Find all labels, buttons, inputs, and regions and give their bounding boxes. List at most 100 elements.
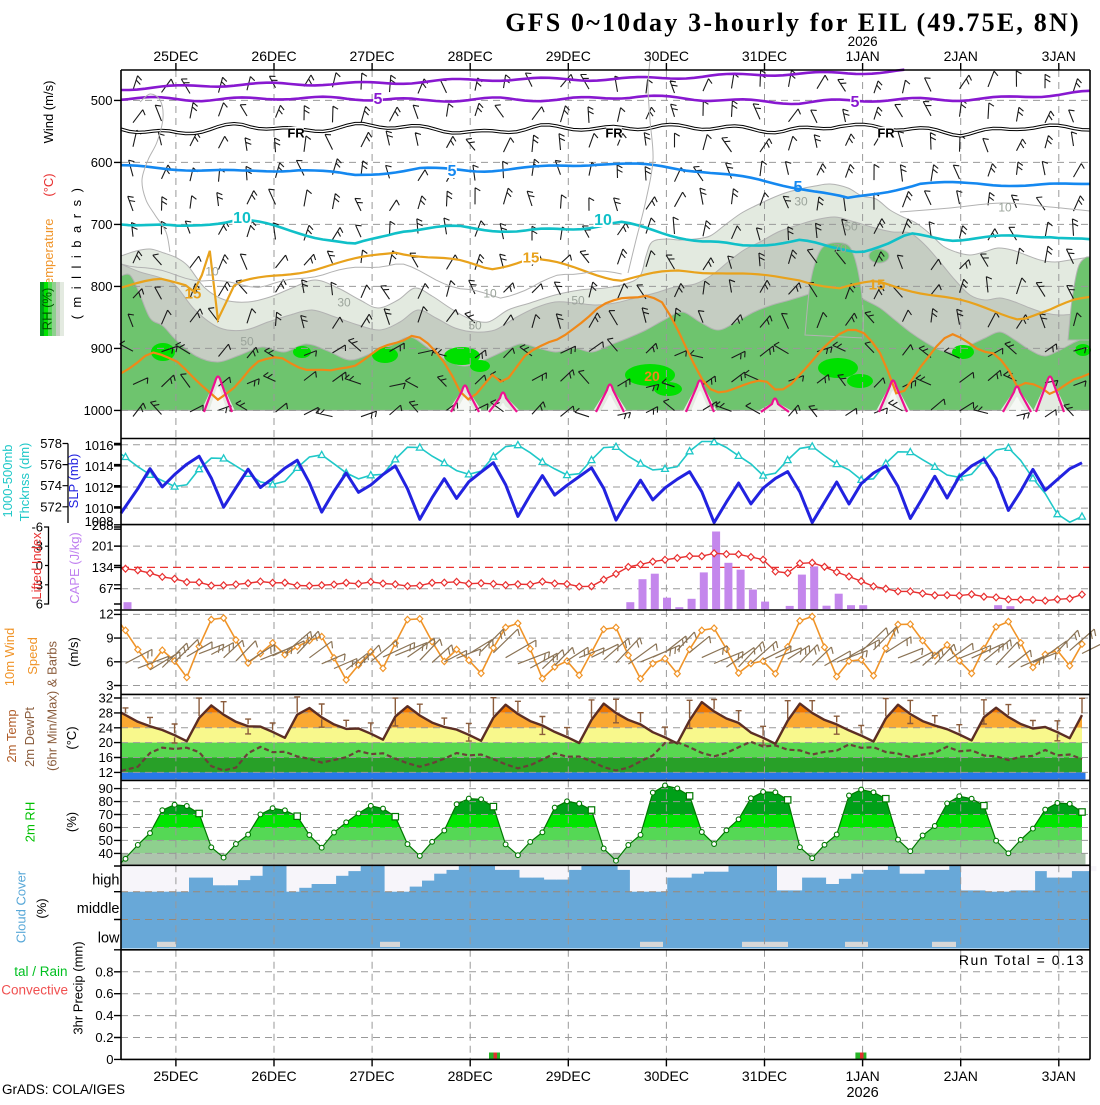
svg-text:-3: -3 xyxy=(31,539,43,554)
svg-text:26DEC: 26DEC xyxy=(251,48,296,64)
svg-text:500: 500 xyxy=(91,93,113,108)
svg-text:15: 15 xyxy=(185,285,202,302)
svg-text:Lifted Index: Lifted Index xyxy=(29,532,44,600)
svg-text:Speed: Speed xyxy=(25,637,40,675)
svg-text:1014: 1014 xyxy=(85,459,114,474)
svg-text:1000-500mb: 1000-500mb xyxy=(0,445,15,518)
svg-text:(millibars): (millibars) xyxy=(69,181,84,320)
svg-text:12: 12 xyxy=(99,765,113,780)
svg-text:134: 134 xyxy=(92,560,114,575)
svg-text:30: 30 xyxy=(794,194,808,208)
svg-text:700: 700 xyxy=(91,217,113,232)
svg-text:Cloud Cover: Cloud Cover xyxy=(14,870,29,943)
svg-text:3JAN: 3JAN xyxy=(1042,1068,1076,1084)
svg-text:50: 50 xyxy=(844,219,858,233)
svg-text:90: 90 xyxy=(99,781,113,796)
svg-text:FR: FR xyxy=(287,126,305,141)
svg-text:(°C): (°C) xyxy=(64,726,79,749)
svg-text:29DEC: 29DEC xyxy=(546,1068,591,1084)
svg-text:1JAN: 1JAN xyxy=(845,48,879,64)
svg-text:1010: 1010 xyxy=(85,501,114,516)
svg-text:30DEC: 30DEC xyxy=(644,1068,689,1084)
svg-text:29DEC: 29DEC xyxy=(546,48,591,64)
svg-text:Temperature: Temperature xyxy=(41,219,56,292)
svg-text:28DEC: 28DEC xyxy=(448,48,493,64)
svg-text:1008: 1008 xyxy=(85,514,114,529)
svg-text:1JAN: 1JAN xyxy=(845,1068,879,1084)
svg-text:6: 6 xyxy=(106,654,113,669)
svg-text:3hr Precip (mm): 3hr Precip (mm) xyxy=(71,941,86,1034)
svg-text:30DEC: 30DEC xyxy=(644,48,689,64)
svg-text:0.2: 0.2 xyxy=(95,1030,113,1045)
svg-text:2026: 2026 xyxy=(846,1085,878,1100)
svg-text:31DEC: 31DEC xyxy=(742,48,787,64)
svg-text:0: 0 xyxy=(106,1052,113,1067)
svg-text:5: 5 xyxy=(448,163,457,180)
svg-text:tal / Rain: tal / Rain xyxy=(14,964,67,979)
svg-text:5: 5 xyxy=(851,94,860,111)
svg-text:3JAN: 3JAN xyxy=(1042,48,1076,64)
svg-text:5: 5 xyxy=(374,91,383,108)
svg-text:26DEC: 26DEC xyxy=(251,1068,296,1084)
svg-text:(6hr Min/Max) & Barbs: (6hr Min/Max) & Barbs xyxy=(45,640,60,771)
svg-text:FR: FR xyxy=(605,126,623,141)
svg-text:0.8: 0.8 xyxy=(95,964,113,979)
svg-text:-6: -6 xyxy=(31,520,43,535)
svg-text:32: 32 xyxy=(99,691,113,706)
svg-text:25DEC: 25DEC xyxy=(153,48,198,64)
svg-text:80: 80 xyxy=(99,794,113,809)
svg-text:Convective: Convective xyxy=(1,983,68,998)
svg-text:10: 10 xyxy=(233,210,251,227)
svg-text:2m DewPt: 2m DewPt xyxy=(22,707,37,767)
svg-text:24: 24 xyxy=(99,720,113,735)
svg-text:10: 10 xyxy=(483,286,497,300)
svg-text:25DEC: 25DEC xyxy=(153,1068,198,1084)
svg-text:0.4: 0.4 xyxy=(95,1008,113,1023)
svg-text:70: 70 xyxy=(99,807,113,822)
svg-text:50: 50 xyxy=(99,833,113,848)
svg-text:50: 50 xyxy=(571,293,585,307)
svg-text:2026: 2026 xyxy=(848,34,878,49)
svg-text:70: 70 xyxy=(833,241,847,255)
svg-text:middle: middle xyxy=(77,901,120,917)
svg-text:1012: 1012 xyxy=(85,480,114,495)
svg-text:20: 20 xyxy=(99,735,113,750)
svg-text:low: low xyxy=(98,931,120,947)
svg-text:27DEC: 27DEC xyxy=(350,48,395,64)
svg-text:900: 900 xyxy=(91,341,113,356)
svg-text:3: 3 xyxy=(36,577,43,592)
svg-text:600: 600 xyxy=(91,155,113,170)
svg-text:31DEC: 31DEC xyxy=(742,1068,787,1084)
svg-text:Thcknss (dm): Thcknss (dm) xyxy=(17,443,32,522)
svg-text:578: 578 xyxy=(40,436,62,451)
svg-text:1016: 1016 xyxy=(85,438,114,453)
svg-text:28: 28 xyxy=(99,705,113,720)
svg-text:6: 6 xyxy=(36,597,43,612)
svg-text:2JAN: 2JAN xyxy=(944,1068,978,1084)
svg-text:2m RH: 2m RH xyxy=(23,802,38,842)
svg-text:Run Total = 0.13: Run Total = 0.13 xyxy=(959,952,1085,968)
svg-text:10: 10 xyxy=(594,212,612,229)
svg-text:40: 40 xyxy=(99,846,113,861)
svg-text:0: 0 xyxy=(36,558,43,573)
svg-text:16: 16 xyxy=(99,750,113,765)
svg-text:10: 10 xyxy=(998,200,1012,214)
svg-text:(%): (%) xyxy=(64,812,79,832)
svg-text:28DEC: 28DEC xyxy=(448,1068,493,1084)
svg-text:RH (%): RH (%) xyxy=(40,288,55,331)
svg-text:FR: FR xyxy=(877,126,895,141)
svg-text:CAPE (J/kg): CAPE (J/kg) xyxy=(67,532,82,604)
svg-text:GFS 0~10day 3-hourly for EIL (: GFS 0~10day 3-hourly for EIL (49.75E, 8N… xyxy=(505,8,1081,37)
svg-text:10m Wind: 10m Wind xyxy=(2,628,17,687)
svg-text:0.6: 0.6 xyxy=(95,986,113,1001)
svg-text:(m/s): (m/s) xyxy=(66,637,81,667)
svg-text:2m Temp: 2m Temp xyxy=(4,709,19,762)
svg-text:27DEC: 27DEC xyxy=(350,1068,395,1084)
svg-text:30: 30 xyxy=(337,295,351,309)
svg-text:high: high xyxy=(92,873,119,889)
svg-text:572: 572 xyxy=(40,499,62,514)
svg-text:2JAN: 2JAN xyxy=(944,48,978,64)
svg-text:50: 50 xyxy=(240,334,254,348)
svg-text:20: 20 xyxy=(644,368,660,384)
svg-text:574: 574 xyxy=(40,478,62,493)
